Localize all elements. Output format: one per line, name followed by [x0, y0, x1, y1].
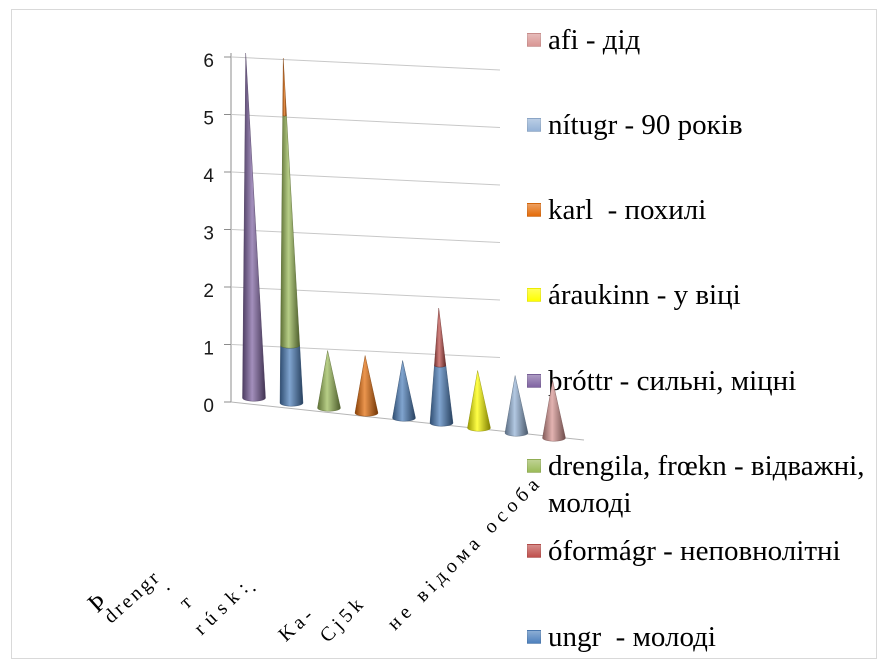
cone-segment-5-7: [429, 365, 454, 427]
legend-label: þróttr - сильні, міцні: [548, 364, 797, 397]
legend-label: karl - похилі: [548, 194, 707, 227]
cone-segment-3-2: [354, 355, 379, 417]
legend-label: ungr - молоді: [548, 620, 716, 653]
legend-swatch: [527, 629, 541, 644]
chart-border: [11, 9, 877, 659]
cone-7: [504, 375, 529, 437]
x-tick-label: Cj5k: [316, 594, 368, 647]
legend-label: nítugr - 90 років: [548, 108, 743, 141]
legend-label: óformágr - неповнолітні: [548, 535, 841, 568]
legend-label: áraukinn - у віці: [548, 279, 741, 312]
cone-segment-1-5: [280, 115, 300, 349]
legend-swatch: [527, 459, 541, 473]
legend-swatch: [527, 32, 541, 47]
cone-segment-8-0: [542, 380, 566, 442]
legend-item: óformágr - неповнолітні: [527, 533, 886, 570]
cone-0: [242, 52, 266, 402]
legend-label: drengila, frœkn - відважні, молоді: [548, 450, 872, 519]
cone-segment-1-2: [282, 57, 287, 117]
gridline: [231, 344, 501, 358]
cone-segment-7-1: [504, 375, 529, 437]
legend-swatch: [527, 117, 541, 132]
y-tick-label: 4: [203, 166, 214, 187]
cone-segment-4-7: [392, 360, 416, 422]
y-tick-label: 6: [203, 51, 214, 72]
cone-segment-2-5: [317, 350, 341, 412]
cone-segment-1-7: [279, 345, 304, 407]
legend-item: karl - похилі: [527, 192, 886, 229]
cone-segment-5-6: [434, 307, 447, 368]
cone-4: [392, 360, 416, 422]
gridline: [231, 286, 501, 301]
gridline: [231, 229, 501, 243]
x-tick-label: не відома особа: [383, 474, 544, 635]
gridline: [231, 56, 501, 71]
x-tick-label: Ka-: [274, 604, 317, 646]
cone-6: [467, 370, 491, 432]
cone-3: [354, 355, 379, 417]
cone-segment-6-3: [467, 370, 491, 432]
legend-swatch: [527, 203, 541, 218]
legend-swatch: [527, 288, 541, 303]
y-tick-label: 2: [203, 281, 214, 302]
y-tick-label: 3: [203, 224, 214, 245]
value-axis: 0 1 2 3 4 5 6: [203, 51, 585, 441]
legend-item: nítugr - 90 років: [527, 107, 886, 144]
legend-item: þróttr - сильні, міцні: [527, 363, 886, 400]
cone-2: [317, 350, 341, 412]
y-tick-label: 1: [203, 339, 214, 360]
x-tick-label: rúsk:: [190, 578, 253, 640]
legend-item: áraukinn - у віці: [527, 277, 886, 314]
y-tick-label: 5: [203, 109, 214, 130]
legend-item: ungr - молоді: [527, 619, 886, 656]
legend-item: drengila, frœkn - відважні, молоді: [527, 448, 886, 519]
legend-label: afi - дід: [548, 23, 641, 56]
legend-swatch: [527, 373, 541, 388]
cone-segment-0-4: [242, 52, 266, 402]
x-tick-label: т: [175, 591, 196, 613]
legend-swatch: [527, 544, 541, 559]
y-tick-label: 0: [203, 396, 214, 417]
cone-8: [542, 380, 566, 442]
gridline: [231, 171, 501, 186]
cone-1: [279, 57, 304, 407]
gridline: [231, 114, 501, 128]
cones: [242, 52, 566, 442]
cone-5: [429, 307, 454, 427]
x-tick-label: drengr: [100, 567, 164, 628]
legend-item: afi - дід: [527, 22, 886, 59]
